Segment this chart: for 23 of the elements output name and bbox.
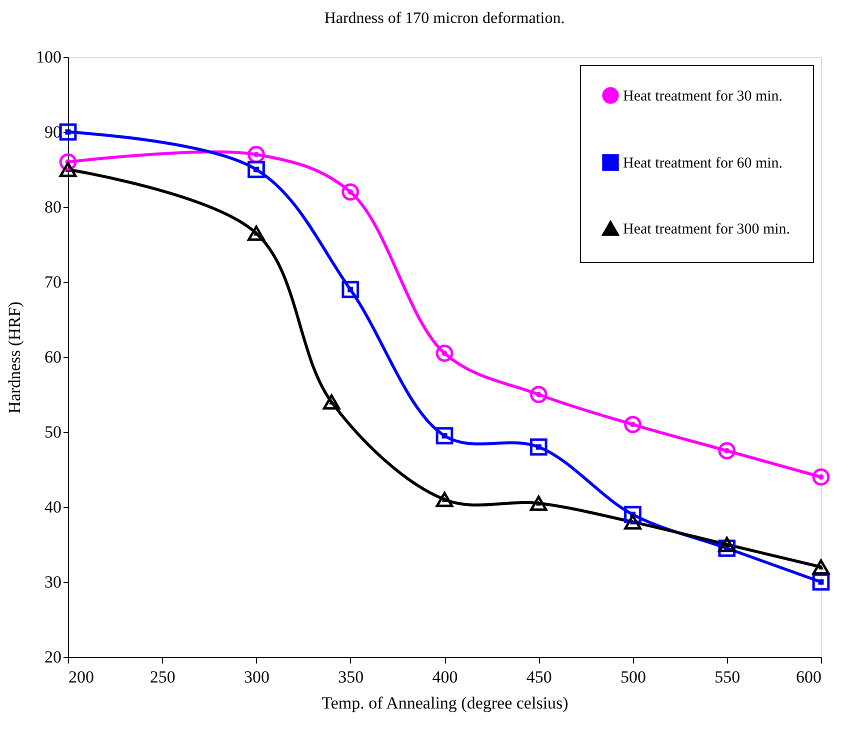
y-axis-title: Hardness (HRF) bbox=[5, 302, 24, 414]
legend-label: Heat treatment for 30 min. bbox=[623, 88, 783, 104]
legend-label: Heat treatment for 300 min. bbox=[623, 222, 790, 238]
x-tick-label: 250 bbox=[150, 668, 176, 686]
x-tick-label: 300 bbox=[244, 668, 270, 686]
y-tick-label: 40 bbox=[44, 498, 62, 516]
x-tick-label: 350 bbox=[338, 668, 364, 686]
chart-title: Hardness of 170 micron deformation. bbox=[324, 10, 565, 27]
y-tick-label: 60 bbox=[44, 348, 62, 366]
y-tick-label: 100 bbox=[36, 48, 62, 66]
y-tick-label: 30 bbox=[44, 572, 62, 592]
y-tick-label: 50 bbox=[44, 422, 62, 442]
y-tick-label: 20 bbox=[44, 648, 62, 666]
x-tick-label: 500 bbox=[620, 668, 646, 686]
x-tick-label: 600 bbox=[796, 668, 822, 686]
x-tick-label: 200 bbox=[68, 668, 94, 686]
legend-label: Heat treatment for 60 min. bbox=[623, 156, 783, 172]
x-tick-label: 550 bbox=[714, 668, 740, 686]
x-tick-label: 450 bbox=[526, 668, 552, 686]
x-axis-title: Temp. of Annealing (degree celsius) bbox=[322, 694, 568, 712]
x-tick-label: 400 bbox=[432, 668, 458, 686]
y-tick-label: 70 bbox=[44, 272, 62, 292]
y-tick-label: 80 bbox=[44, 198, 62, 216]
